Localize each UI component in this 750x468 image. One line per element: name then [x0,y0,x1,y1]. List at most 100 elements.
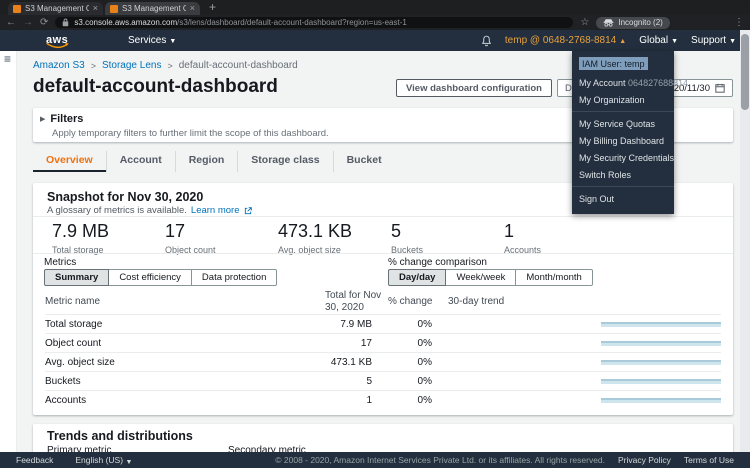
divider [33,253,733,254]
nav-right-group: temp @ 0648-2768-8814 ▲ Global ▼ Support… [481,35,736,47]
feedback-link[interactable]: Feedback [16,455,54,465]
scrollbar[interactable] [740,30,750,452]
tab-bucket[interactable]: Bucket [332,151,395,172]
tab-storage-class[interactable]: Storage class [237,151,332,172]
support-menu[interactable]: Support ▼ [691,35,736,46]
hamburger-menu-icon[interactable]: ≡ [4,52,12,66]
chevron-down-icon: ▼ [125,459,133,466]
browser-toolbar: ← → ⟳ s3.console.aws.amazon.com/s3/lens/… [0,15,750,30]
col-metric-name: Metric name [45,296,101,307]
bell-icon[interactable] [481,35,492,47]
segment-day-day[interactable]: Day/day [388,269,447,286]
table-header-row: Metric name Total for Nov 30, 2020 % cha… [45,289,721,315]
table-row: Buckets 5 0% [45,372,721,391]
breadcrumb: Amazon S3 > Storage Lens > default-accou… [33,60,298,71]
snapshot-title: Snapshot for Nov 30, 2020 [47,190,204,204]
snapshot-card: Snapshot for Nov 30, 2020 A glossary of … [33,183,733,415]
tab-account[interactable]: Account [105,151,175,172]
menu-item-service-quotas[interactable]: My Service Quotas [579,118,656,129]
tab-region[interactable]: Region [174,151,238,172]
segment-data-protection[interactable]: Data protection [190,269,278,286]
scrollbar-thumb[interactable] [741,34,749,110]
trend-sparkline [601,398,721,403]
breadcrumb-storage-lens[interactable]: Storage Lens [101,60,162,71]
chevron-down-icon: ▼ [671,38,679,45]
chevron-down-icon: ▼ [169,38,177,45]
side-nav-rail [0,51,17,452]
footer-right: © 2008 - 2020, Amazon Internet Services … [275,455,734,465]
account-id: 064827688814 [628,77,689,88]
url-bar[interactable]: s3.console.aws.amazon.com/s3/lens/dashbo… [55,17,574,28]
browser-tab-1[interactable]: S3 Management Console × [8,2,103,15]
filters-expander[interactable]: ▶ Filters [40,113,83,125]
col-total: Total for Nov 30, 2020 [325,289,382,313]
aws-favicon [13,4,21,13]
back-icon[interactable]: ← [6,16,16,28]
primary-metric-label: Primary metric [47,445,112,456]
view-dashboard-configuration-button[interactable]: View dashboard configuration [395,79,552,97]
metric-total-storage: 7.9 MB Total storage [52,221,110,255]
region-menu[interactable]: Global ▼ [639,35,679,46]
menu-item-switch-roles[interactable]: Switch Roles [579,169,632,180]
account-dropdown-menu: IAM User: temp My Account 064827688814 M… [572,51,689,214]
tab-close-icon[interactable]: × [189,3,195,13]
tab-close-icon[interactable]: × [92,3,98,13]
divider [33,216,733,217]
table-row: Object count 17 0% [45,334,721,353]
aws-logo[interactable]: aws [46,34,72,48]
account-menu-trigger[interactable]: temp @ 0648-2768-8814 ▲ [504,35,627,46]
col-trend: 30-day trend [448,296,505,307]
filters-description: Apply temporary filters to further limit… [52,128,329,139]
filters-title: Filters [50,113,84,125]
console-footer: Feedback English (US) ▼ © 2008 - 2020, A… [0,452,750,468]
tab-title: S3 Management Console [122,4,186,13]
dashboard-tabs: Overview Account Region Storage class Bu… [33,151,395,172]
menu-item-billing-dashboard[interactable]: My Billing Dashboard [579,135,665,146]
chevron-down-icon: ▼ [729,38,736,45]
secondary-metric-label: Secondary metric [228,445,306,456]
breadcrumb-separator: > [167,60,173,71]
segment-cost-efficiency[interactable]: Cost efficiency [108,269,192,286]
menu-divider [572,186,674,187]
expand-arrow-icon: ▶ [40,116,46,123]
col-change: % change [388,296,433,307]
menu-item-my-organization[interactable]: My Organization [579,94,645,105]
menu-item-security-credentials[interactable]: My Security Credentials [579,152,675,163]
segment-month-month[interactable]: Month/month [515,269,593,286]
menu-divider [572,111,674,112]
menu-item-sign-out[interactable]: Sign Out [579,193,615,204]
language-selector[interactable]: English (US) ▼ [75,455,133,466]
reload-icon[interactable]: ⟳ [40,16,49,28]
table-row: Accounts 1 0% [45,391,721,410]
breadcrumb-current: default-account-dashboard [178,60,298,71]
copyright-text: © 2008 - 2020, Amazon Internet Services … [275,455,606,465]
learn-more-link[interactable]: Learn more [190,205,240,216]
privacy-policy-link[interactable]: Privacy Policy [618,455,671,465]
page-title: default-account-dashboard [33,76,278,97]
segment-week-week[interactable]: Week/week [445,269,517,286]
breadcrumb-amazon-s3[interactable]: Amazon S3 [33,60,85,71]
forward-icon[interactable]: → [23,16,33,28]
new-tab-button[interactable]: + [209,0,217,14]
snapshot-subtitle: A glossary of metrics is available. Lear… [47,205,252,216]
bookmark-star-icon[interactable]: ☆ [580,17,590,28]
incognito-badge: Incognito (2) [596,16,670,29]
menu-user-label: IAM User: temp [579,57,648,70]
incognito-icon [603,19,614,27]
table-row: Total storage 7.9 MB 0% [45,315,721,334]
metric-avg-object-size: 473.1 KB Avg. object size [278,221,353,255]
trend-sparkline [601,359,721,365]
aws-nav-bar: aws Services ▼ temp @ 0648-2768-8814 ▲ G… [0,30,750,51]
metric-buckets: 5 Buckets [391,221,424,255]
tab-overview[interactable]: Overview [33,151,106,172]
browser-menu-icon[interactable]: ⋮ [734,17,744,28]
date-value: 2020/11/30 [663,82,710,94]
browser-tab-2[interactable]: S3 Management Console × [105,2,200,15]
segment-summary[interactable]: Summary [44,269,110,286]
terms-of-use-link[interactable]: Terms of Use [683,455,734,465]
menu-item-my-account[interactable]: My Account 064827688814 [579,77,689,88]
services-menu[interactable]: Services ▼ [128,35,177,46]
calendar-icon[interactable] [715,83,725,93]
metrics-table: Metric name Total for Nov 30, 2020 % cha… [45,289,721,410]
